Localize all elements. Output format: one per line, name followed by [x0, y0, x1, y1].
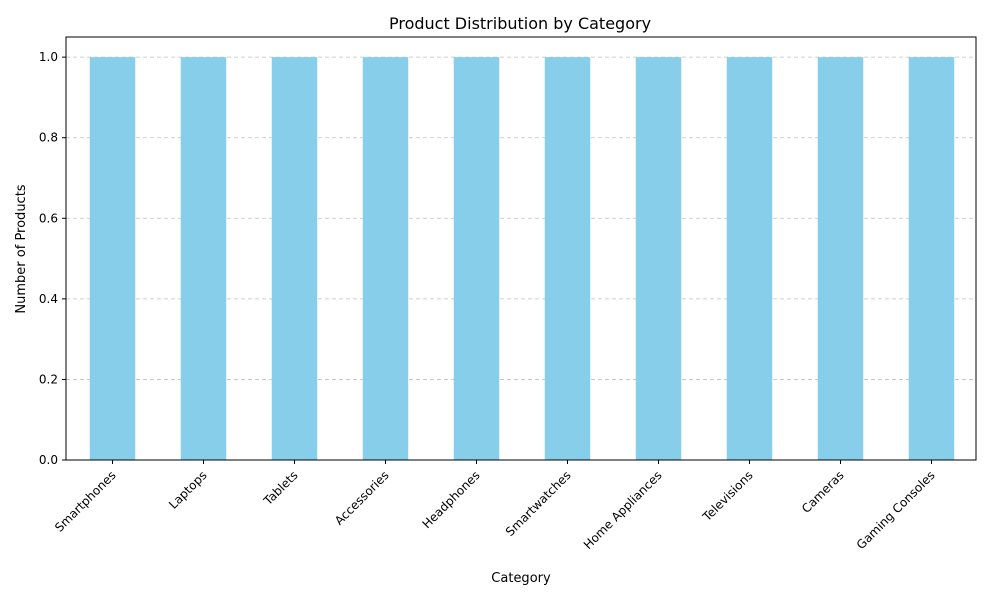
bar-televisions [726, 57, 773, 461]
y-tick-label: 0.6 [39, 211, 58, 225]
bar-gaming-consoles [908, 57, 955, 461]
y-tick-label: 1.0 [39, 50, 58, 64]
y-tick-label: 0.4 [39, 292, 58, 306]
x-tick-label: Accessories [332, 468, 392, 528]
bar-laptops [180, 57, 227, 461]
x-tick-label: Cameras [799, 468, 847, 516]
y-tick-label: 0.8 [39, 131, 58, 145]
bar-tablets [271, 57, 318, 461]
y-axis-label: Number of Products [14, 184, 29, 313]
y-tick-label: 0.2 [39, 372, 58, 386]
x-tick-label: Smartphones [52, 468, 119, 535]
x-axis: Smartphones Laptops Tablets Accessories Head… [52, 460, 938, 552]
bar-accessories [362, 57, 409, 461]
plot-area-frame [65, 36, 977, 461]
bar-home-appliances [635, 57, 682, 461]
x-tick-label: Gaming Consoles [854, 468, 938, 552]
x-tick-label: Laptops [166, 468, 210, 512]
bar-headphones [453, 57, 500, 461]
x-tick-label: Televisions [699, 468, 755, 524]
x-tick-label: Headphones [420, 468, 483, 531]
bar-smartphones [89, 57, 136, 461]
bars [89, 57, 955, 461]
bar-cameras [817, 57, 864, 461]
chart-title: Product Distribution by Category [389, 14, 651, 33]
x-tick-label: Smartwatches [503, 468, 574, 539]
y-axis: 0.0 0.2 0.4 0.6 0.8 1.0 [39, 50, 66, 467]
x-tick-label: Tablets [260, 468, 300, 508]
x-axis-label: Category [491, 571, 551, 586]
x-tick-label: Home Appliances [581, 468, 665, 552]
bar-smartwatches [544, 57, 591, 461]
y-tick-label: 0.0 [39, 453, 58, 467]
